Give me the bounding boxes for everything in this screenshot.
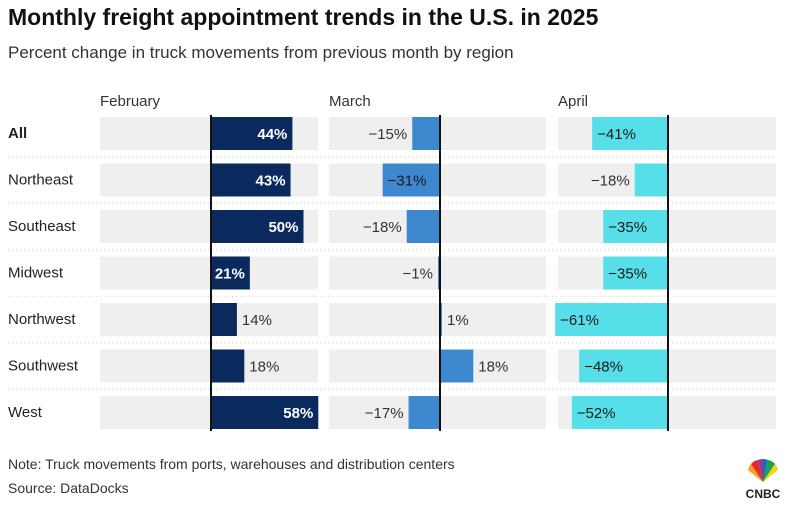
bar-april-midwest [603,256,668,290]
label-april-southwest: −48% [584,359,623,376]
label-april-all: −41% [597,126,636,143]
label-february-west: 58% [283,405,313,422]
track-march-midwest [329,256,546,290]
peacock-icon: CNBC [746,458,781,501]
row-label-midwest: Midwest [8,265,64,282]
label-april-southeast: −35% [608,219,647,236]
source-line: Source: DataDocks [8,480,129,496]
label-february-northeast: 43% [256,173,286,190]
bar-april-northwest [555,303,668,336]
label-april-northwest: −61% [560,312,599,329]
month-header-february: February [100,93,161,110]
bar-february-southwest [211,349,245,383]
bar-april-west [571,396,668,429]
month-header-march: March [329,93,371,110]
label-february-all: 44% [257,126,287,143]
row-label-all: All [8,125,27,142]
label-february-southwest: 18% [249,359,279,376]
bar-march-west [408,396,440,429]
chart-area: February March April All Northeast Southeast M… [8,93,776,431]
row-label-southeast: Southeast [8,218,76,235]
chart-subtitle: Percent change in truck movements from p… [8,43,514,62]
bar-march-southwest [440,349,474,383]
label-march-northeast: −31% [388,173,427,190]
bar-march-all [412,117,440,150]
track-march-southwest [329,349,546,383]
label-april-west: −52% [577,405,616,422]
bar-march-southeast [406,210,440,243]
label-april-northeast: −18% [591,173,630,190]
month-header-april: April [558,93,588,110]
row-label-southwest: Southwest [8,358,79,375]
bar-february-all [211,117,293,150]
bar-april-southeast [603,210,668,243]
track-march-northwest [329,303,546,336]
bar-march-northeast [382,163,440,197]
label-march-west: −17% [365,405,404,422]
bar-february-northeast [211,163,291,197]
bar-february-northwest [211,303,237,336]
logo-text: CNBC [746,487,781,501]
bar-april-northeast [634,163,668,197]
label-march-midwest: −1% [403,266,433,283]
track-february-southwest [100,349,318,383]
label-march-southeast: −18% [363,219,402,236]
track-february-midwest [100,256,318,290]
cnbc-logo: CNBC [738,456,788,502]
label-april-midwest: −35% [608,266,647,283]
row-label-west: West [8,404,43,421]
label-february-midwest: 21% [215,266,245,283]
label-february-northwest: 14% [242,312,272,329]
footnote: Note: Truck movements from ports, wareho… [8,456,455,472]
bar-february-west [211,396,319,429]
bar-april-southwest [579,349,668,383]
bar-april-all [592,117,668,150]
row-label-northeast: Northeast [8,172,74,189]
chart-title: Monthly freight appointment trends in th… [8,4,599,30]
row-label-northwest: Northwest [8,311,76,328]
bar-february-southeast [211,210,304,243]
label-march-all: −15% [368,126,407,143]
label-march-northwest: 1% [447,312,469,329]
track-february-northwest [100,303,318,336]
label-march-southwest: 18% [478,359,508,376]
bar-february-midwest [211,256,250,290]
label-february-southeast: 50% [268,219,298,236]
